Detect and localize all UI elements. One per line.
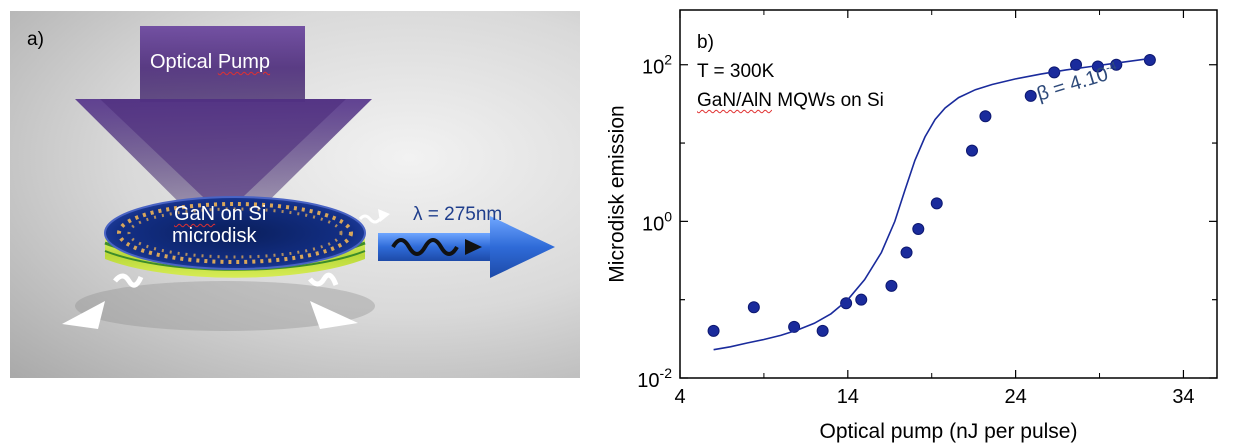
data-point	[979, 110, 992, 123]
panel-a-illustration: a) Optical Pump GaN on Si microdisk λ = …	[10, 11, 580, 378]
optical-pump-label-part: Pump	[217, 51, 271, 73]
data-point	[707, 324, 720, 337]
microdisk-label-part: on Si	[215, 203, 267, 225]
data-point	[840, 297, 853, 310]
optical-pump-beam	[75, 26, 372, 246]
fit-curve	[713, 57, 1151, 351]
annotation-sample-part: GaN/AlN	[697, 90, 772, 111]
data-point	[816, 324, 829, 337]
data-point	[912, 222, 925, 235]
microdisk	[104, 196, 366, 278]
x-tick-label: 24	[1005, 386, 1027, 408]
y-tick-label-exponent: 0	[664, 208, 672, 224]
y-tick-label-exponent: -2	[660, 365, 673, 381]
data-point	[965, 144, 978, 157]
annotation-temperature: T = 300K	[697, 61, 775, 82]
y-tick-label-base: 10	[642, 213, 664, 235]
data-point	[747, 301, 760, 314]
y-tick-label: 102	[642, 52, 672, 79]
optical-pump-label-part: Optical	[150, 51, 218, 73]
y-tick-label-exponent: 2	[664, 52, 672, 68]
x-axis-title: Optical pump (nJ per pulse)	[820, 420, 1078, 443]
optical-pump-label: Optical Pump	[150, 51, 270, 74]
annotation-sample: GaN/AlN MQWs on Si	[697, 90, 884, 112]
x-tick-label: 34	[1172, 386, 1194, 408]
scattered-light-arrows	[62, 209, 390, 329]
panel-b-chart: 4 14 24 34 10-2 100 102 Optical pump (nJ per …	[590, 0, 1234, 445]
x-tick-labels: 4 14 24 34	[674, 386, 1194, 408]
microdisk-label-line1: GaN on Si	[174, 203, 266, 226]
panel-b-label: b)	[697, 32, 714, 53]
data-point	[885, 279, 898, 292]
wavelength-label: λ = 275nm	[413, 204, 503, 225]
x-tick-label: 4	[674, 386, 685, 408]
microdisk-label-part: GaN	[174, 203, 216, 225]
data-point	[930, 197, 943, 210]
y-tick-label-base: 10	[637, 370, 659, 392]
y-tick-label: 10-2	[637, 365, 672, 392]
y-tick-label-base: 10	[642, 57, 664, 79]
y-axis-title: Microdisk emission	[606, 105, 629, 282]
microdisk-illustration	[62, 26, 555, 331]
axis-ticks	[679, 10, 1217, 379]
panel-a-label: a)	[27, 29, 44, 50]
data-point	[900, 246, 913, 259]
x-tick-label: 14	[837, 386, 859, 408]
series-layer	[707, 53, 1156, 351]
annotation-sample-part: MQWs on Si	[771, 90, 884, 111]
microdisk-label-line2: microdisk	[172, 225, 257, 247]
emission-arrow	[378, 216, 555, 278]
plot-frame	[679, 9, 1218, 379]
data-point	[1024, 89, 1037, 102]
disk-shadow	[75, 281, 375, 331]
y-tick-label: 100	[642, 208, 672, 235]
data-point	[1143, 53, 1156, 66]
data-point	[855, 293, 868, 306]
